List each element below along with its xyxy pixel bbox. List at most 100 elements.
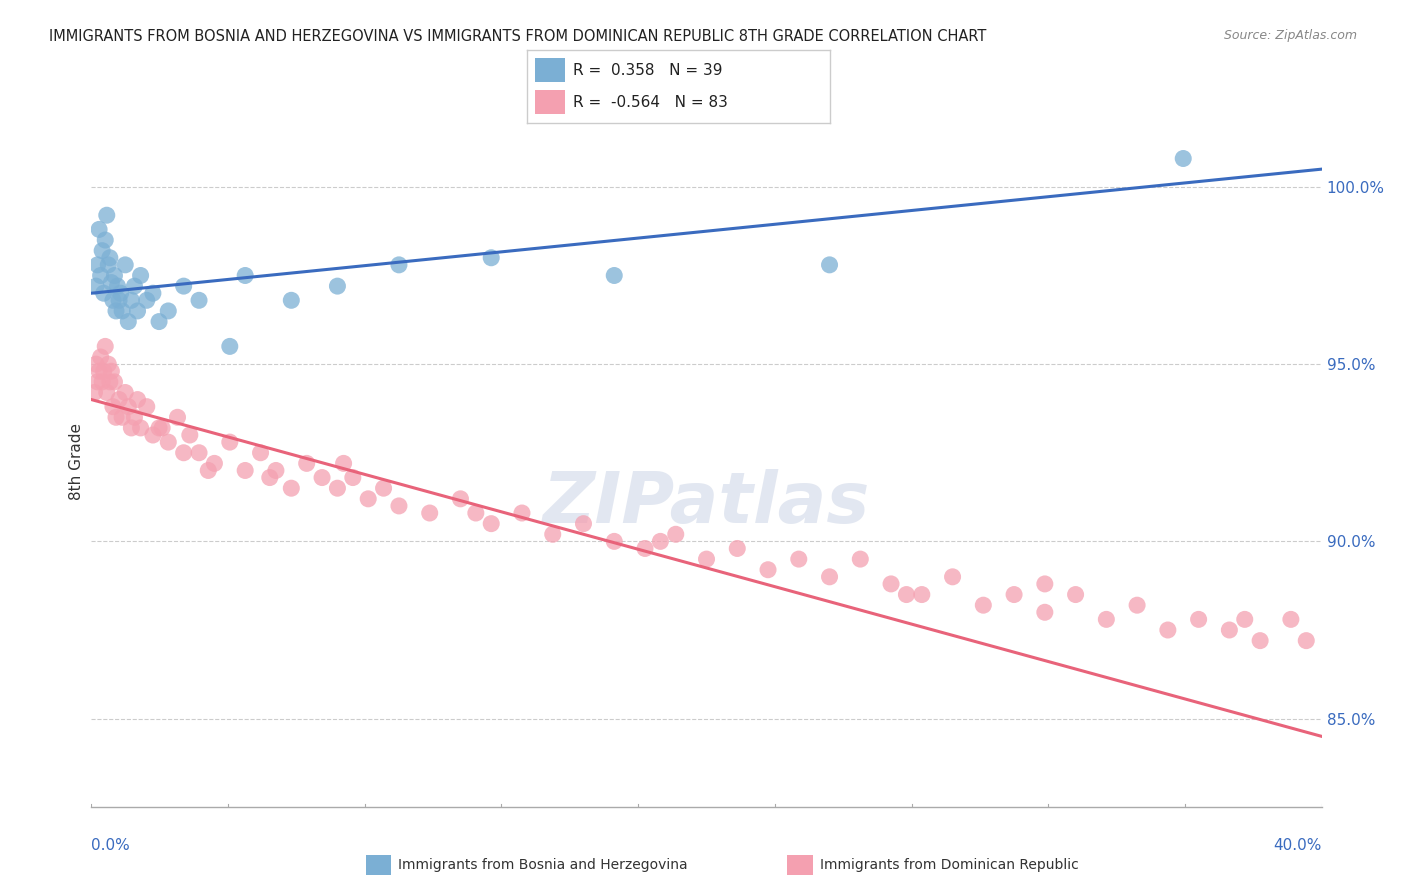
Point xyxy=(603,534,626,549)
Point xyxy=(1033,605,1056,619)
Point xyxy=(135,293,157,308)
Point xyxy=(218,339,240,353)
Point xyxy=(96,385,118,400)
Bar xyxy=(534,58,565,82)
Point xyxy=(264,463,287,477)
Point xyxy=(166,410,188,425)
Point xyxy=(818,570,841,584)
Point xyxy=(93,364,115,378)
Point xyxy=(107,279,129,293)
Point xyxy=(1002,588,1025,602)
Point xyxy=(541,527,564,541)
Point xyxy=(342,470,364,484)
Point xyxy=(98,251,121,265)
Point xyxy=(479,516,502,531)
Text: ZIPatlas: ZIPatlas xyxy=(543,468,870,538)
Point xyxy=(98,375,121,389)
Point xyxy=(117,315,139,329)
Point xyxy=(135,400,157,414)
Point xyxy=(173,446,195,460)
Point xyxy=(87,364,110,378)
Point xyxy=(1173,152,1195,166)
Point xyxy=(127,304,149,318)
Point xyxy=(157,304,180,318)
Point xyxy=(259,470,281,484)
Point xyxy=(129,421,152,435)
Point xyxy=(419,506,441,520)
Text: R =  -0.564   N = 83: R = -0.564 N = 83 xyxy=(572,95,727,110)
Point xyxy=(84,279,107,293)
Point xyxy=(86,375,108,389)
Point xyxy=(603,268,626,283)
Point xyxy=(91,244,114,258)
Point xyxy=(90,350,112,364)
Point xyxy=(94,233,117,247)
Point xyxy=(449,491,471,506)
Point xyxy=(101,400,124,414)
Point xyxy=(100,364,122,378)
Bar xyxy=(534,90,565,114)
Text: Immigrants from Bosnia and Herzegovina: Immigrants from Bosnia and Herzegovina xyxy=(398,858,688,872)
Point xyxy=(179,428,201,442)
Point xyxy=(173,279,195,293)
Point xyxy=(849,552,872,566)
Point xyxy=(572,516,595,531)
Point xyxy=(101,293,124,308)
Point xyxy=(105,304,127,318)
Text: 0.0%: 0.0% xyxy=(91,838,131,853)
Point xyxy=(818,258,841,272)
Text: Immigrants from Dominican Republic: Immigrants from Dominican Republic xyxy=(820,858,1078,872)
Point xyxy=(91,375,114,389)
Point xyxy=(332,456,354,470)
Point xyxy=(1187,612,1209,626)
Point xyxy=(972,598,994,612)
Point xyxy=(148,315,170,329)
Point xyxy=(197,463,219,477)
Point xyxy=(388,499,411,513)
Point xyxy=(188,293,211,308)
Point xyxy=(373,481,395,495)
Point xyxy=(218,435,240,450)
Point xyxy=(1249,633,1271,648)
Point xyxy=(634,541,657,556)
Point xyxy=(111,410,134,425)
Point xyxy=(150,421,173,435)
Point xyxy=(787,552,810,566)
Point xyxy=(93,286,115,301)
Point xyxy=(84,357,107,371)
Point xyxy=(911,588,934,602)
Point xyxy=(110,286,132,301)
Text: IMMIGRANTS FROM BOSNIA AND HERZEGOVINA VS IMMIGRANTS FROM DOMINICAN REPUBLIC 8TH: IMMIGRANTS FROM BOSNIA AND HERZEGOVINA V… xyxy=(49,29,987,44)
Point xyxy=(280,481,302,495)
Point xyxy=(233,463,256,477)
Point xyxy=(249,446,271,460)
Point xyxy=(83,385,105,400)
Point xyxy=(105,410,127,425)
Point xyxy=(1157,623,1180,637)
Point xyxy=(157,435,180,450)
Point xyxy=(142,286,165,301)
Point xyxy=(120,293,142,308)
Point xyxy=(1279,612,1302,626)
Point xyxy=(1295,633,1317,648)
Point xyxy=(1233,612,1256,626)
Point xyxy=(756,563,779,577)
Point xyxy=(464,506,486,520)
Point xyxy=(1095,612,1118,626)
Point xyxy=(941,570,963,584)
Point xyxy=(510,506,533,520)
Point xyxy=(96,208,118,222)
Point xyxy=(94,339,117,353)
Point xyxy=(90,268,112,283)
Point xyxy=(108,392,131,407)
Point xyxy=(665,527,688,541)
Point xyxy=(97,357,120,371)
Point xyxy=(479,251,502,265)
Point xyxy=(87,222,110,236)
Point xyxy=(280,293,302,308)
Point xyxy=(326,481,349,495)
Y-axis label: 8th Grade: 8th Grade xyxy=(69,423,84,500)
Point xyxy=(295,456,318,470)
Point xyxy=(695,552,717,566)
Point xyxy=(124,410,146,425)
